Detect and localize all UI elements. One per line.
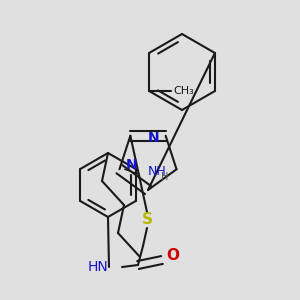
- Text: S: S: [142, 212, 152, 227]
- Text: N: N: [125, 158, 137, 172]
- Text: O: O: [166, 248, 179, 262]
- Text: NH: NH: [148, 165, 166, 178]
- Text: CH₃: CH₃: [173, 86, 194, 96]
- Text: H: H: [161, 172, 169, 182]
- Text: HN: HN: [87, 260, 108, 274]
- Text: N: N: [148, 131, 160, 145]
